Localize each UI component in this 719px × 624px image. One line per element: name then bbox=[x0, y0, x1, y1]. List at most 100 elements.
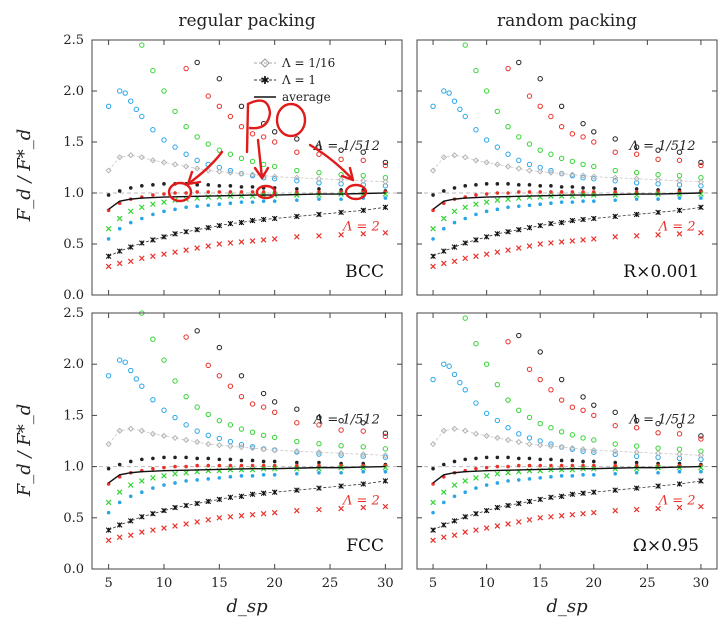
series-point-blue-dot bbox=[239, 474, 244, 478]
series-point-green-circle bbox=[150, 67, 156, 74]
series-point-blue-dot bbox=[195, 204, 199, 209]
series-point-red-dot bbox=[261, 190, 266, 194]
series-point-lambda-1-16 bbox=[440, 427, 447, 434]
series-point-red-circle bbox=[698, 436, 704, 442]
series-point-lambda-1-16 bbox=[547, 169, 555, 176]
series-point-red-dot bbox=[195, 190, 199, 194]
series-point-lambda-1-16 bbox=[227, 443, 234, 450]
series-point-lambda-1-16 bbox=[216, 441, 223, 449]
panel-label: Ω×0.95 bbox=[633, 536, 699, 556]
series-point-red-circle bbox=[360, 428, 366, 434]
series-point-lambda-1 bbox=[172, 504, 178, 511]
series-point-blue-dot bbox=[538, 202, 543, 207]
series-point-blue-circle bbox=[451, 98, 458, 104]
series-point-black-dot bbox=[206, 183, 211, 187]
series-point-lambda-2 bbox=[676, 230, 683, 237]
series-point-green-circle bbox=[360, 444, 366, 450]
series-point-lambda-1 bbox=[382, 478, 389, 484]
series-point-lambda-1-16 bbox=[440, 154, 447, 161]
lambda-label: Λ = 1/512 bbox=[313, 413, 380, 428]
series-point-lambda-1 bbox=[483, 507, 490, 514]
series-point-red-circle bbox=[227, 113, 234, 120]
series-point-lambda-1-16 bbox=[194, 165, 201, 172]
series-point-green-circle bbox=[260, 161, 267, 168]
series-point-blue-dot bbox=[140, 490, 144, 495]
series-point-green-cross bbox=[161, 199, 167, 206]
series-point-black-dot bbox=[634, 187, 639, 191]
series-point-blue-circle bbox=[205, 432, 211, 439]
series-point-red-dot bbox=[272, 463, 277, 468]
series-point-lambda-1-16 bbox=[472, 430, 480, 437]
series-point-blue-circle bbox=[122, 359, 128, 365]
series-point-lambda-1 bbox=[116, 522, 123, 528]
series-point-lambda-1 bbox=[127, 244, 134, 250]
series-point-black-dot bbox=[151, 183, 155, 187]
series-point-blue-circle bbox=[105, 373, 112, 379]
series-point-lambda-1-16 bbox=[160, 432, 168, 439]
series-point-blue-dot bbox=[206, 477, 211, 481]
series-point-lambda-1 bbox=[440, 522, 447, 528]
series-point-blue-circle bbox=[133, 376, 139, 382]
series-point-blue-circle bbox=[122, 90, 128, 96]
series-point-green-cross bbox=[473, 201, 479, 208]
series-point-green-circle bbox=[238, 426, 245, 432]
annotation-arrow-mid bbox=[256, 138, 264, 180]
series-point-blue-dot bbox=[383, 196, 388, 200]
x-tick-label: 5 bbox=[429, 576, 437, 591]
series-point-blue-circle bbox=[116, 357, 123, 363]
series-point-blue-dot bbox=[361, 469, 366, 474]
series-point-black-dot bbox=[495, 455, 500, 460]
series-point-blue-dot bbox=[559, 200, 564, 204]
series-point-green-cross bbox=[430, 225, 436, 232]
series-point-red-circle bbox=[316, 422, 322, 428]
series-point-red-circle bbox=[655, 430, 661, 436]
series-point-black-dot bbox=[117, 462, 122, 467]
series-point-red-dot bbox=[634, 463, 639, 468]
series-point-green-circle bbox=[494, 108, 501, 115]
series-point-blue-circle bbox=[216, 435, 223, 442]
series-point-black-dot bbox=[151, 456, 155, 461]
series-point-blue-circle bbox=[526, 161, 533, 168]
series-point-green-circle bbox=[139, 42, 145, 48]
series-point-blue-circle bbox=[441, 88, 447, 94]
series-point-lambda-2 bbox=[205, 517, 212, 523]
series-point-red-circle bbox=[537, 376, 543, 383]
series-point-black-dot bbox=[272, 459, 277, 464]
series-point-lambda-2 bbox=[105, 263, 112, 270]
series-point-lambda-1-16 bbox=[612, 174, 619, 181]
series-point-red-dot bbox=[538, 463, 543, 468]
series-point-green-cross bbox=[150, 201, 156, 208]
series-point-blue-circle bbox=[128, 367, 134, 374]
series-point-blue-circle bbox=[473, 400, 479, 406]
series-point-blue-circle bbox=[139, 113, 145, 120]
series-point-green-circle bbox=[473, 341, 479, 347]
series-point-blue-dot bbox=[162, 209, 166, 214]
panel-label: R×0.001 bbox=[623, 262, 699, 282]
series-point-black-circle bbox=[316, 414, 322, 421]
series-point-lambda-1-16 bbox=[382, 178, 389, 185]
series-point-lambda-2 bbox=[227, 513, 234, 520]
series-point-green-circle bbox=[161, 88, 167, 94]
series-point-green-cross bbox=[505, 196, 511, 202]
series-point-red-circle bbox=[580, 407, 586, 413]
series-point-lambda-1-16 bbox=[260, 446, 267, 453]
series-point-lambda-2 bbox=[260, 237, 267, 243]
series-point-lambda-1 bbox=[205, 224, 212, 231]
series-point-blue-dot bbox=[484, 209, 489, 214]
series-point-lambda-1 bbox=[161, 234, 167, 240]
series-point-red-dot bbox=[559, 463, 564, 468]
series-point-blue-circle bbox=[516, 157, 522, 164]
series-point-red-dot bbox=[591, 463, 596, 468]
series-point-red-circle bbox=[655, 156, 661, 163]
series-point-green-circle bbox=[216, 147, 223, 153]
chart-panel-2: Λ = 1/512 Λ = 2 R×0.001 bbox=[416, 39, 718, 296]
annotation-arrowhead-left bbox=[186, 170, 202, 186]
series-point-lambda-2 bbox=[515, 245, 522, 251]
series-point-green-circle bbox=[205, 411, 211, 418]
series-point-black-circle bbox=[294, 136, 300, 142]
series-point-lambda-2 bbox=[116, 534, 123, 541]
series-point-green-circle bbox=[249, 158, 256, 165]
series-point-red-circle bbox=[548, 387, 554, 393]
series-point-green-cross bbox=[451, 208, 458, 215]
series-point-lambda-1-16 bbox=[171, 434, 179, 442]
